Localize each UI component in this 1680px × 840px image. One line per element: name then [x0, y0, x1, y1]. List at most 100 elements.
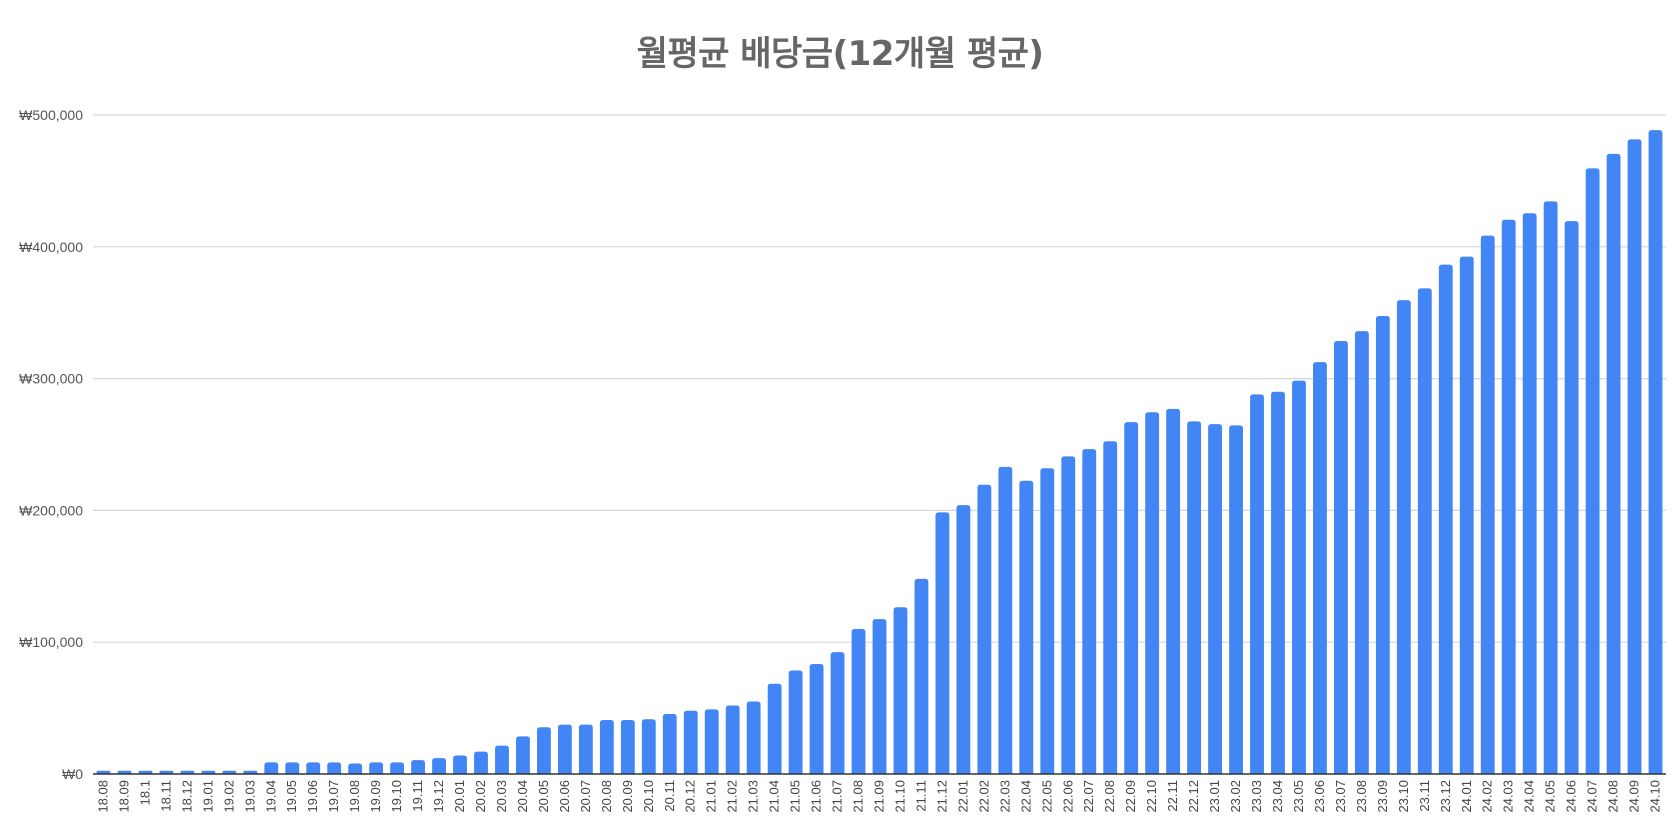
- x-tick-label: 22.06: [1060, 780, 1075, 813]
- x-tick-label: 20.11: [662, 780, 677, 812]
- bar: [893, 607, 908, 774]
- x-tick-label: 23.06: [1312, 780, 1327, 813]
- bar: [914, 578, 929, 774]
- x-tick-label: 21.10: [892, 780, 907, 813]
- y-tick-label: ₩200,000: [19, 502, 83, 518]
- bar: [1396, 300, 1411, 774]
- x-tick-label: 21.02: [725, 780, 740, 813]
- x-tick-label: 24.08: [1606, 780, 1621, 813]
- x-tick-label: 19.11: [410, 780, 425, 812]
- x-tick-label: 24.04: [1522, 780, 1537, 813]
- bar: [474, 751, 488, 774]
- x-tick-label: 21.07: [830, 780, 845, 813]
- x-tick-label: 19.08: [347, 780, 362, 813]
- bar: [788, 670, 803, 774]
- x-tick-label: 21.04: [767, 780, 782, 813]
- bars: [96, 130, 1663, 775]
- bar: [1501, 219, 1516, 774]
- x-tick-label: 22.02: [976, 780, 991, 813]
- y-tick-label: ₩100,000: [19, 634, 83, 650]
- x-tick-label: 21.03: [746, 780, 761, 813]
- bar: [96, 770, 111, 774]
- x-tick-label: 23.09: [1375, 780, 1390, 813]
- bar: [725, 705, 740, 774]
- bar: [327, 762, 342, 774]
- x-tick-label: 24.05: [1543, 780, 1558, 813]
- x-tick-label: 22.11: [1165, 780, 1180, 812]
- y-axis-ticks: ₩0 ₩100,000 ₩200,000 ₩300,000 ₩400,000 ₩500,0…: [19, 107, 83, 782]
- x-tick-label: 19.01: [200, 780, 215, 813]
- x-tick-label: 19.10: [389, 780, 404, 813]
- x-tick-label: 22.12: [1186, 780, 1201, 813]
- bar: [1082, 449, 1097, 774]
- bar: [1417, 288, 1432, 774]
- bar: [1292, 380, 1306, 774]
- bar: [767, 683, 782, 774]
- chart-title: 월평균 배당금(12개월 평균): [636, 34, 1044, 74]
- x-tick-label: 24.07: [1585, 780, 1600, 813]
- x-tick-label: 18.12: [179, 780, 194, 813]
- x-tick-label: 20.07: [578, 780, 593, 813]
- x-tick-label: 20.12: [683, 780, 698, 813]
- x-axis-ticks: 18.08 18.09 18.1 18.11 18.12 19.01 19.02 19.03 1…: [95, 780, 1662, 813]
- x-tick-label: 21.01: [704, 780, 719, 813]
- x-tick-label: 23.05: [1291, 780, 1306, 813]
- bar: [411, 760, 426, 774]
- bar: [1606, 153, 1621, 775]
- x-tick-label: 20.01: [452, 780, 467, 813]
- x-tick-label: 19.02: [221, 780, 236, 813]
- bar: [662, 714, 677, 774]
- bar: [1145, 412, 1160, 774]
- bar: [1438, 264, 1453, 774]
- bar: [620, 719, 635, 774]
- x-tick-label: 20.06: [557, 780, 572, 813]
- y-tick-label: ₩500,000: [19, 107, 83, 123]
- bar: [1271, 391, 1285, 774]
- bar: [1229, 425, 1243, 774]
- bar: [117, 770, 132, 774]
- bar: [390, 762, 405, 774]
- bar: [1124, 422, 1139, 774]
- x-tick-label: 23.08: [1354, 780, 1369, 813]
- x-tick-label: 18.11: [158, 780, 173, 812]
- bar: [1522, 213, 1537, 775]
- bar: [159, 770, 174, 774]
- x-tick-label: 20.04: [515, 780, 530, 813]
- x-tick-label: 23.01: [1207, 780, 1222, 813]
- bar: [432, 758, 446, 774]
- x-tick-label: 23.11: [1417, 780, 1432, 812]
- x-tick-label: 21.09: [872, 780, 887, 813]
- x-tick-label: 20.08: [599, 780, 614, 813]
- bar: [1250, 394, 1264, 774]
- x-tick-label: 21.08: [851, 780, 866, 813]
- bar: [348, 763, 363, 774]
- bar: [516, 736, 530, 774]
- bar: [1459, 256, 1474, 774]
- bar: [683, 710, 698, 774]
- bar: [1543, 201, 1558, 775]
- x-tick-label: 24.09: [1627, 780, 1642, 813]
- bar: [704, 709, 719, 774]
- bar: [1480, 235, 1495, 775]
- bar: [138, 770, 153, 774]
- x-tick-label: 20.09: [620, 780, 635, 813]
- bar: [264, 762, 279, 774]
- x-tick-label: 22.03: [997, 780, 1012, 813]
- bar: [1313, 362, 1327, 774]
- x-tick-label: 22.05: [1039, 780, 1054, 813]
- bar: [872, 619, 887, 774]
- bar: [201, 770, 216, 774]
- x-tick-label: 21.11: [913, 780, 928, 812]
- bar: [453, 755, 467, 774]
- x-tick-label: 20.02: [473, 780, 488, 813]
- bar: [1187, 421, 1202, 774]
- x-tick-label: 24.03: [1501, 780, 1516, 813]
- bar: [1648, 130, 1663, 775]
- x-tick-label: 23.02: [1228, 780, 1243, 813]
- x-tick-label: 20.10: [641, 780, 656, 813]
- bar: [851, 629, 866, 774]
- x-tick-label: 19.09: [368, 780, 383, 813]
- x-tick-label: 20.03: [494, 780, 509, 813]
